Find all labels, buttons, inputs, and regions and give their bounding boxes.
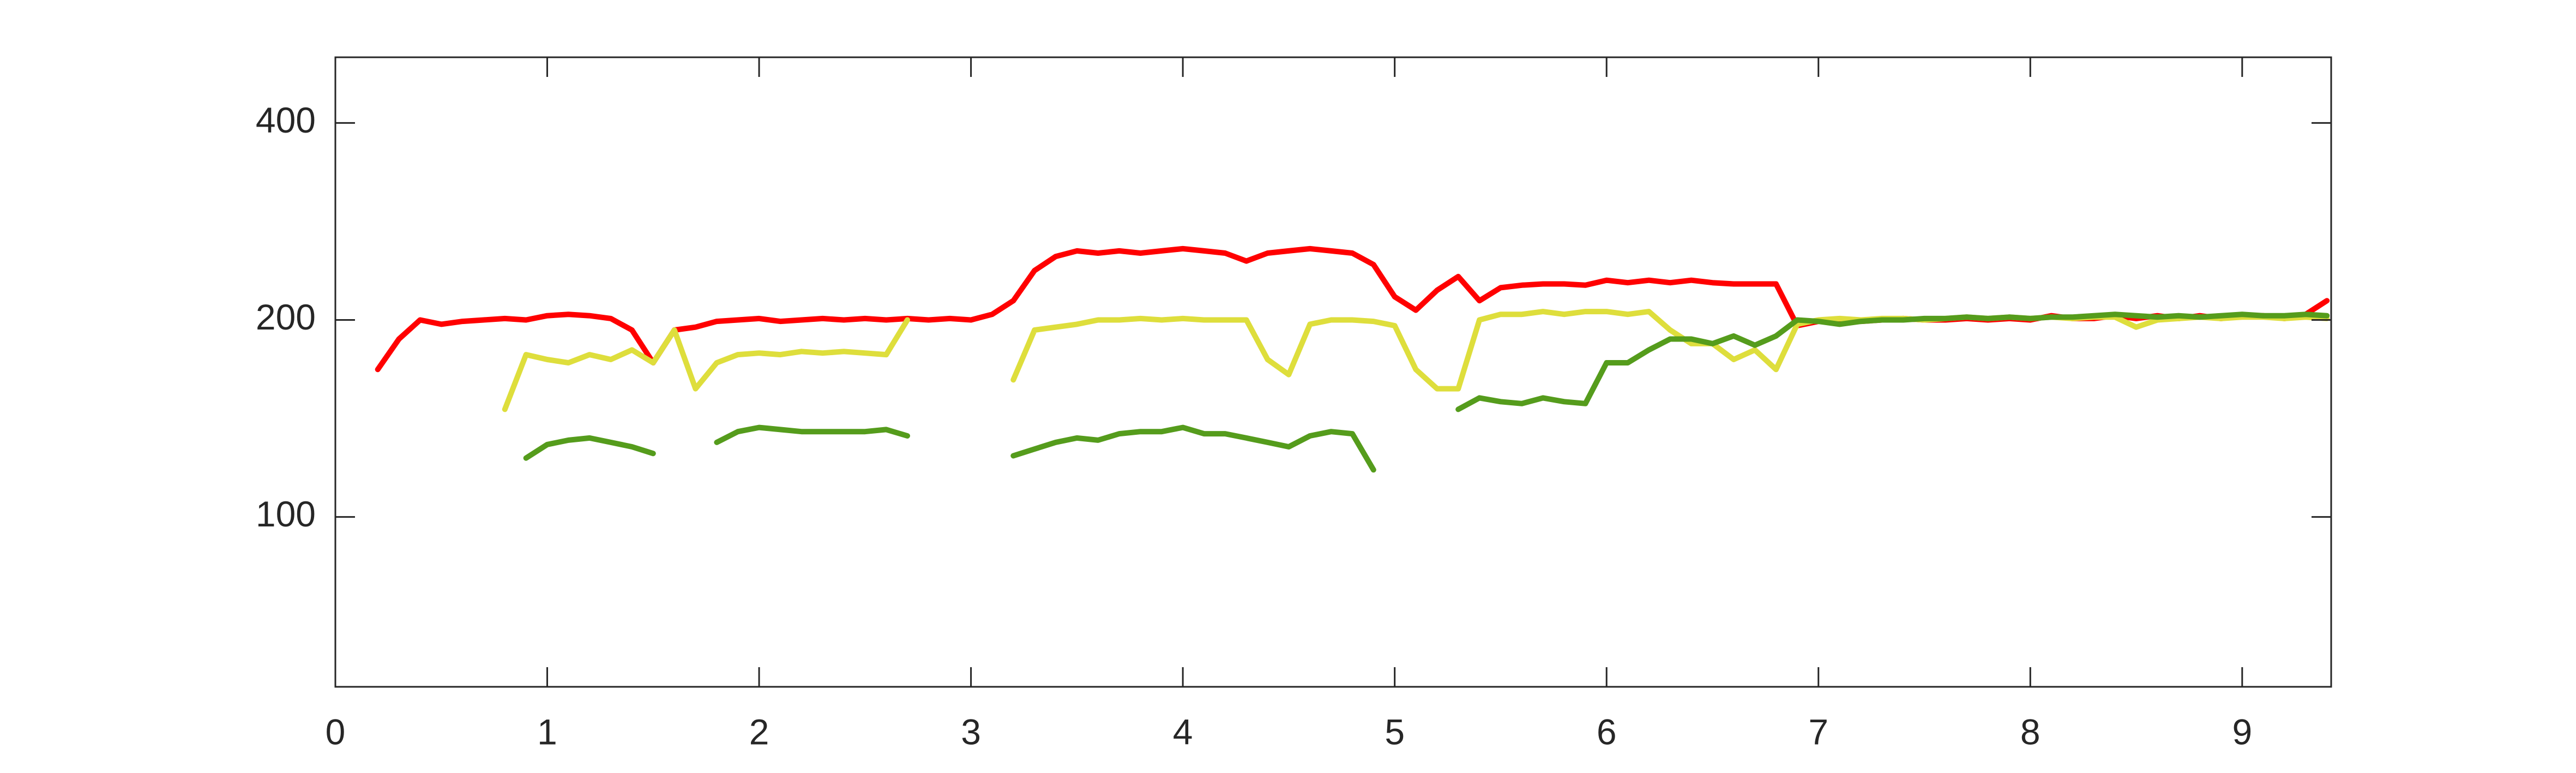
x-tick-label: 7 <box>1808 711 1828 752</box>
series-line <box>502 317 910 412</box>
x-tick-label: 3 <box>961 711 981 752</box>
y-tick-label: 200 <box>256 297 316 337</box>
x-tick-label: 1 <box>537 711 557 752</box>
x-tick-label: 0 <box>326 711 346 752</box>
x-tick-label: 4 <box>1173 711 1193 752</box>
axes-box <box>334 56 2332 688</box>
series-line <box>714 424 910 445</box>
series-line <box>523 435 656 461</box>
x-tick-label: 9 <box>2232 711 2252 752</box>
plot-lines <box>375 245 2330 473</box>
y-tick-label: 100 <box>256 494 316 534</box>
series-line <box>1455 311 2330 412</box>
y-tick-label: 400 <box>256 100 316 140</box>
x-tick-label: 5 <box>1385 711 1405 752</box>
x-tick-label: 6 <box>1597 711 1617 752</box>
x-tick-label: 8 <box>2020 711 2041 752</box>
series-line <box>1010 424 1376 473</box>
x-tick-label: 2 <box>749 711 769 752</box>
